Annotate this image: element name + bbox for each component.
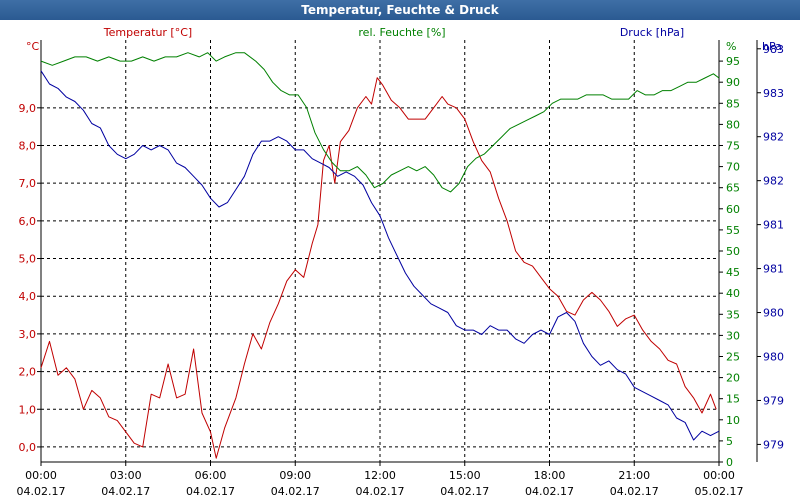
date-tick-label: 04.02.17 xyxy=(610,485,659,498)
humidity-ticks: 0 5 10 15 20 25 30 35 40 45 50 55 60 65 70 75 80 85 90 95 xyxy=(719,55,740,469)
pressure-tick-label: 982 xyxy=(763,131,784,144)
temperature-tick-label: 3,0 xyxy=(19,328,37,341)
pressure-line xyxy=(40,70,720,441)
time-tick-label: 00:00 xyxy=(25,469,57,482)
time-tick-label: 09:00 xyxy=(279,469,311,482)
humidity-tick-label: 35 xyxy=(726,308,740,321)
temperature-tick-label: 0,0 xyxy=(19,441,37,454)
date-tick-label: 04.02.17 xyxy=(17,485,66,498)
humidity-tick-label: 95 xyxy=(726,55,740,68)
time-tick-label: 06:00 xyxy=(195,469,227,482)
humidity-tick-label: 0 xyxy=(726,456,733,469)
humidity-tick-label: 40 xyxy=(726,287,740,300)
date-tick-label: 04.02.17 xyxy=(101,485,150,498)
date-tick-label: 04.02.17 xyxy=(271,485,320,498)
temperature-line xyxy=(40,77,717,459)
pressure-tick-label: 982 xyxy=(763,175,784,188)
humidity-tick-label: 20 xyxy=(726,372,740,385)
humidity-tick-label: 70 xyxy=(726,161,740,174)
humidity-tick-label: 85 xyxy=(726,97,740,110)
weather-chart: °C Temperatur [°C] rel. Feuchte [%] % Dr… xyxy=(17,26,784,498)
temperature-tick-label: 9,0 xyxy=(19,102,37,115)
humidity-tick-label: 15 xyxy=(726,393,740,406)
grid xyxy=(40,40,720,463)
pressure-ticks: 979 979 980 980 981 981 982 982 983 983 xyxy=(756,40,784,462)
date-tick-label: 04.02.17 xyxy=(525,485,574,498)
time-tick-label: 18:00 xyxy=(534,469,566,482)
time-tick-label: 15:00 xyxy=(449,469,481,482)
humidity-axis-title: rel. Feuchte [%] xyxy=(358,26,445,39)
humidity-tick-label: 90 xyxy=(726,76,740,89)
temperature-tick-label: 1,0 xyxy=(19,403,37,416)
pressure-tick-label: 981 xyxy=(763,219,784,232)
date-tick-label: 05.02.17 xyxy=(695,485,744,498)
humidity-tick-label: 25 xyxy=(726,351,740,364)
pressure-tick-label: 980 xyxy=(763,307,784,320)
humidity-tick-label: 30 xyxy=(726,329,740,342)
humidity-tick-label: 75 xyxy=(726,140,740,153)
pressure-tick-label: 981 xyxy=(763,263,784,276)
pressure-tick-label: 983 xyxy=(763,87,784,100)
pressure-tick-label: 979 xyxy=(763,438,784,451)
temperature-tick-label: 7,0 xyxy=(19,177,37,190)
time-ticks: 00:00 04.02.17 03:00 04.02.17 06:00 04.02.17 0… xyxy=(17,462,744,498)
pressure-tick-label: 980 xyxy=(763,351,784,364)
humidity-tick-label: 80 xyxy=(726,118,740,131)
date-tick-label: 04.02.17 xyxy=(186,485,235,498)
temperature-tick-label: 4,0 xyxy=(19,290,37,303)
time-tick-label: 21:00 xyxy=(618,469,650,482)
humidity-tick-label: 5 xyxy=(726,435,733,448)
humidity-tick-label: 50 xyxy=(726,245,740,258)
pressure-tick-label: 979 xyxy=(763,394,784,407)
humidity-tick-label: 55 xyxy=(726,224,740,237)
temperature-tick-label: 8,0 xyxy=(19,140,37,153)
temperature-tick-label: 2,0 xyxy=(19,366,37,379)
time-tick-label: 03:00 xyxy=(110,469,142,482)
humidity-tick-label: 45 xyxy=(726,266,740,279)
chart-title: Temperatur, Feuchte & Druck xyxy=(0,0,800,20)
series-lines xyxy=(40,52,720,459)
axis-labels: °C Temperatur [°C] rel. Feuchte [%] % Dr… xyxy=(26,26,782,53)
humidity-tick-label: 10 xyxy=(726,414,740,427)
humidity-line xyxy=(40,52,720,193)
temperature-tick-label: 6,0 xyxy=(19,215,37,228)
humidity-tick-label: 60 xyxy=(726,203,740,216)
temperature-ticks: 0,0 1,0 2,0 3,0 4,0 5,0 6,0 7,0 8,0 9,0 xyxy=(19,102,41,454)
time-tick-label: 00:00 xyxy=(703,469,735,482)
time-tick-label: 12:00 xyxy=(364,469,396,482)
temperature-unit-label: °C xyxy=(26,40,40,53)
date-tick-label: 04.02.17 xyxy=(356,485,405,498)
date-tick-label: 04.02.17 xyxy=(440,485,489,498)
pressure-axis-title: Druck [hPa] xyxy=(620,26,684,39)
humidity-unit-label: % xyxy=(726,40,736,53)
pressure-tick-label: 983 xyxy=(763,43,784,56)
temperature-tick-label: 5,0 xyxy=(19,253,37,266)
humidity-tick-label: 65 xyxy=(726,182,740,195)
pressure-unit-label: hPa xyxy=(762,40,782,53)
temperature-axis-title: Temperatur [°C] xyxy=(103,26,192,39)
